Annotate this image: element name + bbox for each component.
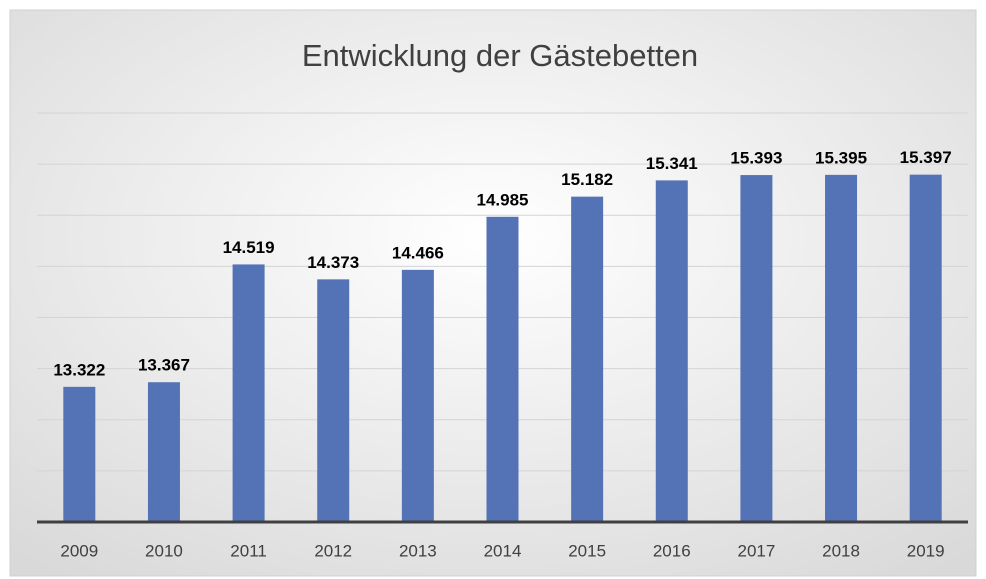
bar [655, 180, 688, 522]
bar [909, 174, 942, 523]
x-tick-label: 2014 [484, 541, 522, 560]
bar [825, 174, 858, 522]
chart-title: Entwicklung der Gästebetten [302, 38, 698, 73]
bar [740, 175, 773, 523]
bar [571, 196, 604, 522]
value-label: 15.397 [900, 148, 952, 167]
bar [486, 216, 519, 522]
value-label: 14.373 [307, 253, 359, 272]
x-tick-label: 2017 [737, 541, 775, 560]
value-label: 14.985 [477, 190, 529, 209]
x-tick-label: 2009 [60, 541, 98, 560]
value-label: 15.393 [730, 149, 782, 168]
value-label: 15.395 [815, 148, 867, 167]
x-tick-label: 2011 [230, 541, 267, 560]
bar [401, 269, 434, 522]
x-tick-label: 2012 [314, 541, 352, 560]
x-tick-label: 2016 [653, 541, 691, 560]
x-tick-label: 2018 [822, 541, 860, 560]
value-label: 13.367 [138, 356, 190, 375]
x-tick-label: 2019 [907, 541, 945, 560]
value-label: 15.341 [646, 154, 698, 173]
bar [232, 264, 265, 522]
value-label: 14.466 [392, 243, 444, 262]
x-tick-label: 2015 [568, 541, 606, 560]
value-label: 15.182 [561, 170, 613, 189]
bar [317, 279, 350, 522]
value-label: 13.322 [53, 360, 105, 379]
x-tick-label: 2013 [399, 541, 437, 560]
value-label: 14.519 [223, 238, 275, 257]
bar [63, 386, 96, 522]
bar [147, 382, 180, 522]
x-tick-label: 2010 [145, 541, 183, 560]
